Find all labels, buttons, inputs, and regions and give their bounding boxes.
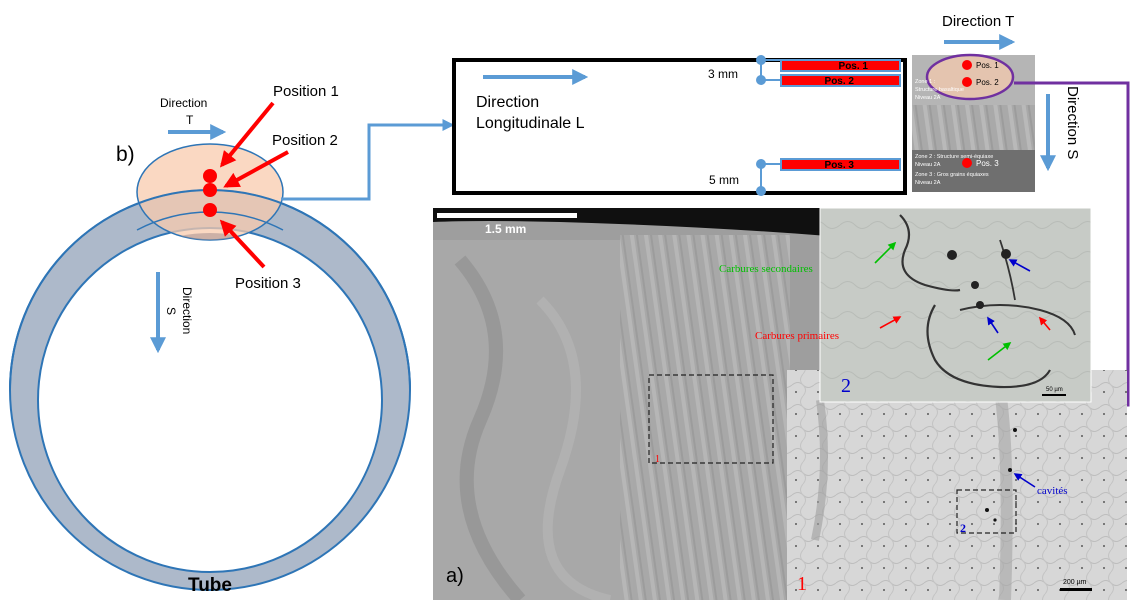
section-diagram: Direction Longitudinale L 3 mm 5 mm Pos.… bbox=[452, 55, 907, 196]
zone2-label: Zone 2 : Structure semi-équiaxe bbox=[915, 154, 993, 160]
micrograph-zoom-1: 2 cavités 1 200 µm bbox=[787, 370, 1127, 601]
zone3-level: Niveau 2A bbox=[915, 180, 941, 186]
micrograph-main-texture-1 bbox=[454, 255, 526, 605]
zoom2-scale-bar bbox=[1042, 394, 1066, 396]
zoom2-blue-arrow-1 bbox=[1008, 259, 1031, 272]
position-1-label: Position 1 bbox=[273, 83, 339, 100]
carbures-primaires-arrow-1 bbox=[879, 316, 902, 329]
carbures-secondaires-label: Carbures secondaires bbox=[719, 263, 813, 275]
macro-pos2-label: Pos. 2 bbox=[976, 78, 999, 87]
zoom1-texture-2 bbox=[994, 389, 1013, 601]
zoom1-scale-bar bbox=[1060, 588, 1092, 591]
micrograph-zoom2-image bbox=[819, 207, 1092, 403]
zoom2-grain-boundary-4 bbox=[999, 239, 1016, 301]
carbures-primaires-label: Carbures primaires bbox=[755, 330, 839, 342]
zoom2-carbide-2 bbox=[971, 281, 979, 289]
cavites-label: cavités bbox=[1037, 485, 1068, 497]
cavites-arrow bbox=[1013, 473, 1036, 488]
zoom-region-1-marker: 1 bbox=[655, 454, 660, 465]
micrograph-zoom-2: Carbures secondaires Carbures primaires … bbox=[719, 207, 1092, 403]
pos1-strip-label: Pos. 1 bbox=[839, 61, 869, 72]
zoom2-grain-boundary-1 bbox=[899, 214, 961, 292]
pos2-strip-label: Pos. 2 bbox=[825, 76, 855, 87]
pos3-strip-label: Pos. 3 bbox=[825, 160, 855, 171]
carbures-primaires-arrow-2 bbox=[1038, 316, 1051, 331]
macro-zone3-band bbox=[912, 150, 1035, 192]
pos1-strip bbox=[780, 59, 901, 72]
position-2-marker bbox=[203, 183, 217, 197]
zoom2-carbide-3 bbox=[976, 301, 984, 309]
macro-pos2-marker bbox=[962, 77, 972, 87]
zone3-label: Zone 3 : Gros grains équiaxes bbox=[915, 172, 989, 178]
position-3-marker bbox=[203, 203, 217, 217]
macro-direction-t-label: Direction T bbox=[942, 13, 1014, 30]
position-1-arrow bbox=[219, 101, 275, 168]
zoom2-carbide-4 bbox=[1001, 249, 1011, 259]
zoom2-scale-label: 50 µm bbox=[1046, 387, 1063, 393]
macro-pos1-label: Pos. 1 bbox=[976, 61, 999, 70]
dim-3mm-node-top bbox=[756, 55, 766, 65]
macro-zone2-band bbox=[912, 105, 1035, 150]
zone1-desc: Structure basaltique bbox=[915, 87, 964, 93]
panel-label-a: a) bbox=[446, 565, 464, 587]
macro-direction-s-label: Direction S bbox=[1064, 86, 1081, 159]
zone1-label: Zone 1 : bbox=[915, 79, 936, 85]
dim-5mm-label: 5 mm bbox=[709, 173, 739, 187]
zoom1-scale-label: 200 µm bbox=[1063, 579, 1087, 586]
direction-t-label-line1: Direction bbox=[160, 96, 207, 110]
micrograph-main-region-left bbox=[433, 240, 633, 600]
position-2-label: Position 2 bbox=[272, 132, 338, 149]
direction-t-label-line2: T bbox=[186, 113, 194, 127]
dim-5mm-node-top bbox=[756, 159, 766, 169]
position-1-marker bbox=[203, 169, 217, 183]
macro-thumbnail: Direction T Pos. 1 Pos. 2 Pos. 3 Zone 1 … bbox=[912, 13, 1130, 411]
zoom1-cavity-2 bbox=[1013, 428, 1017, 432]
zoom2-carbide-1 bbox=[947, 250, 957, 260]
connector-tube-to-section bbox=[281, 119, 455, 201]
pos3-strip bbox=[780, 158, 901, 171]
macro-pos3-label: Pos. 3 bbox=[976, 159, 999, 168]
tube-panel: b) Direction T Direction S Position 1 Po… bbox=[9, 83, 455, 596]
zoom1-cavity-1 bbox=[1008, 468, 1012, 472]
position-3-label: Position 3 bbox=[235, 275, 301, 292]
zoom1-panel-label: 1 bbox=[797, 573, 807, 595]
direction-long-label-line2: Longitudinale L bbox=[476, 115, 585, 132]
dim-5mm-node-bottom bbox=[756, 186, 766, 196]
tube-title: Tube bbox=[188, 575, 232, 596]
panel-label-b: b) bbox=[116, 143, 135, 166]
zoom1-cavity-3 bbox=[985, 508, 989, 512]
zoom1-cavity-4 bbox=[993, 518, 997, 522]
position-3-arrow bbox=[219, 219, 266, 269]
macro-highlight-ellipse bbox=[925, 53, 1015, 101]
carbures-secondaires-arrow-1 bbox=[874, 241, 897, 264]
zoom-region-2-marker: 2 bbox=[960, 521, 966, 535]
micrograph-zoom1-image bbox=[787, 370, 1127, 600]
micrograph-main-texture-2 bbox=[536, 296, 612, 605]
direction-s-label-line1: Direction bbox=[180, 287, 194, 334]
micrograph-main: 1.5 mm 1 a) bbox=[433, 208, 828, 605]
zoom-region-2-box bbox=[956, 489, 1017, 534]
macro-pos1-marker bbox=[962, 60, 972, 70]
zoom-region-1-box bbox=[648, 374, 774, 464]
micrograph-main-scale-label: 1.5 mm bbox=[485, 222, 526, 236]
macro-pos3-marker bbox=[962, 158, 972, 168]
micrograph-main-dendrites bbox=[620, 235, 790, 600]
dim-3mm-node-bottom bbox=[756, 75, 766, 85]
position-2-arrow bbox=[223, 150, 289, 188]
zone2-level: Niveau 2A bbox=[915, 162, 941, 168]
direction-s-label-line2: S bbox=[164, 307, 178, 315]
direction-long-label-line1: Direction bbox=[476, 94, 539, 111]
tube-bore bbox=[37, 227, 383, 573]
dim-3mm-label: 3 mm bbox=[708, 67, 738, 81]
zoom2-grain-boundary-2 bbox=[926, 304, 1051, 389]
zoom2-blue-arrow-2 bbox=[987, 316, 999, 334]
zoom1-texture-1 bbox=[811, 399, 828, 541]
pos2-strip bbox=[780, 74, 901, 87]
zoom2-panel-label: 2 bbox=[841, 375, 851, 397]
micrograph-main-scale-bar bbox=[437, 213, 577, 218]
zone1-level: Niveau 2A bbox=[915, 95, 941, 101]
carbures-secondaires-arrow-2 bbox=[987, 342, 1012, 361]
